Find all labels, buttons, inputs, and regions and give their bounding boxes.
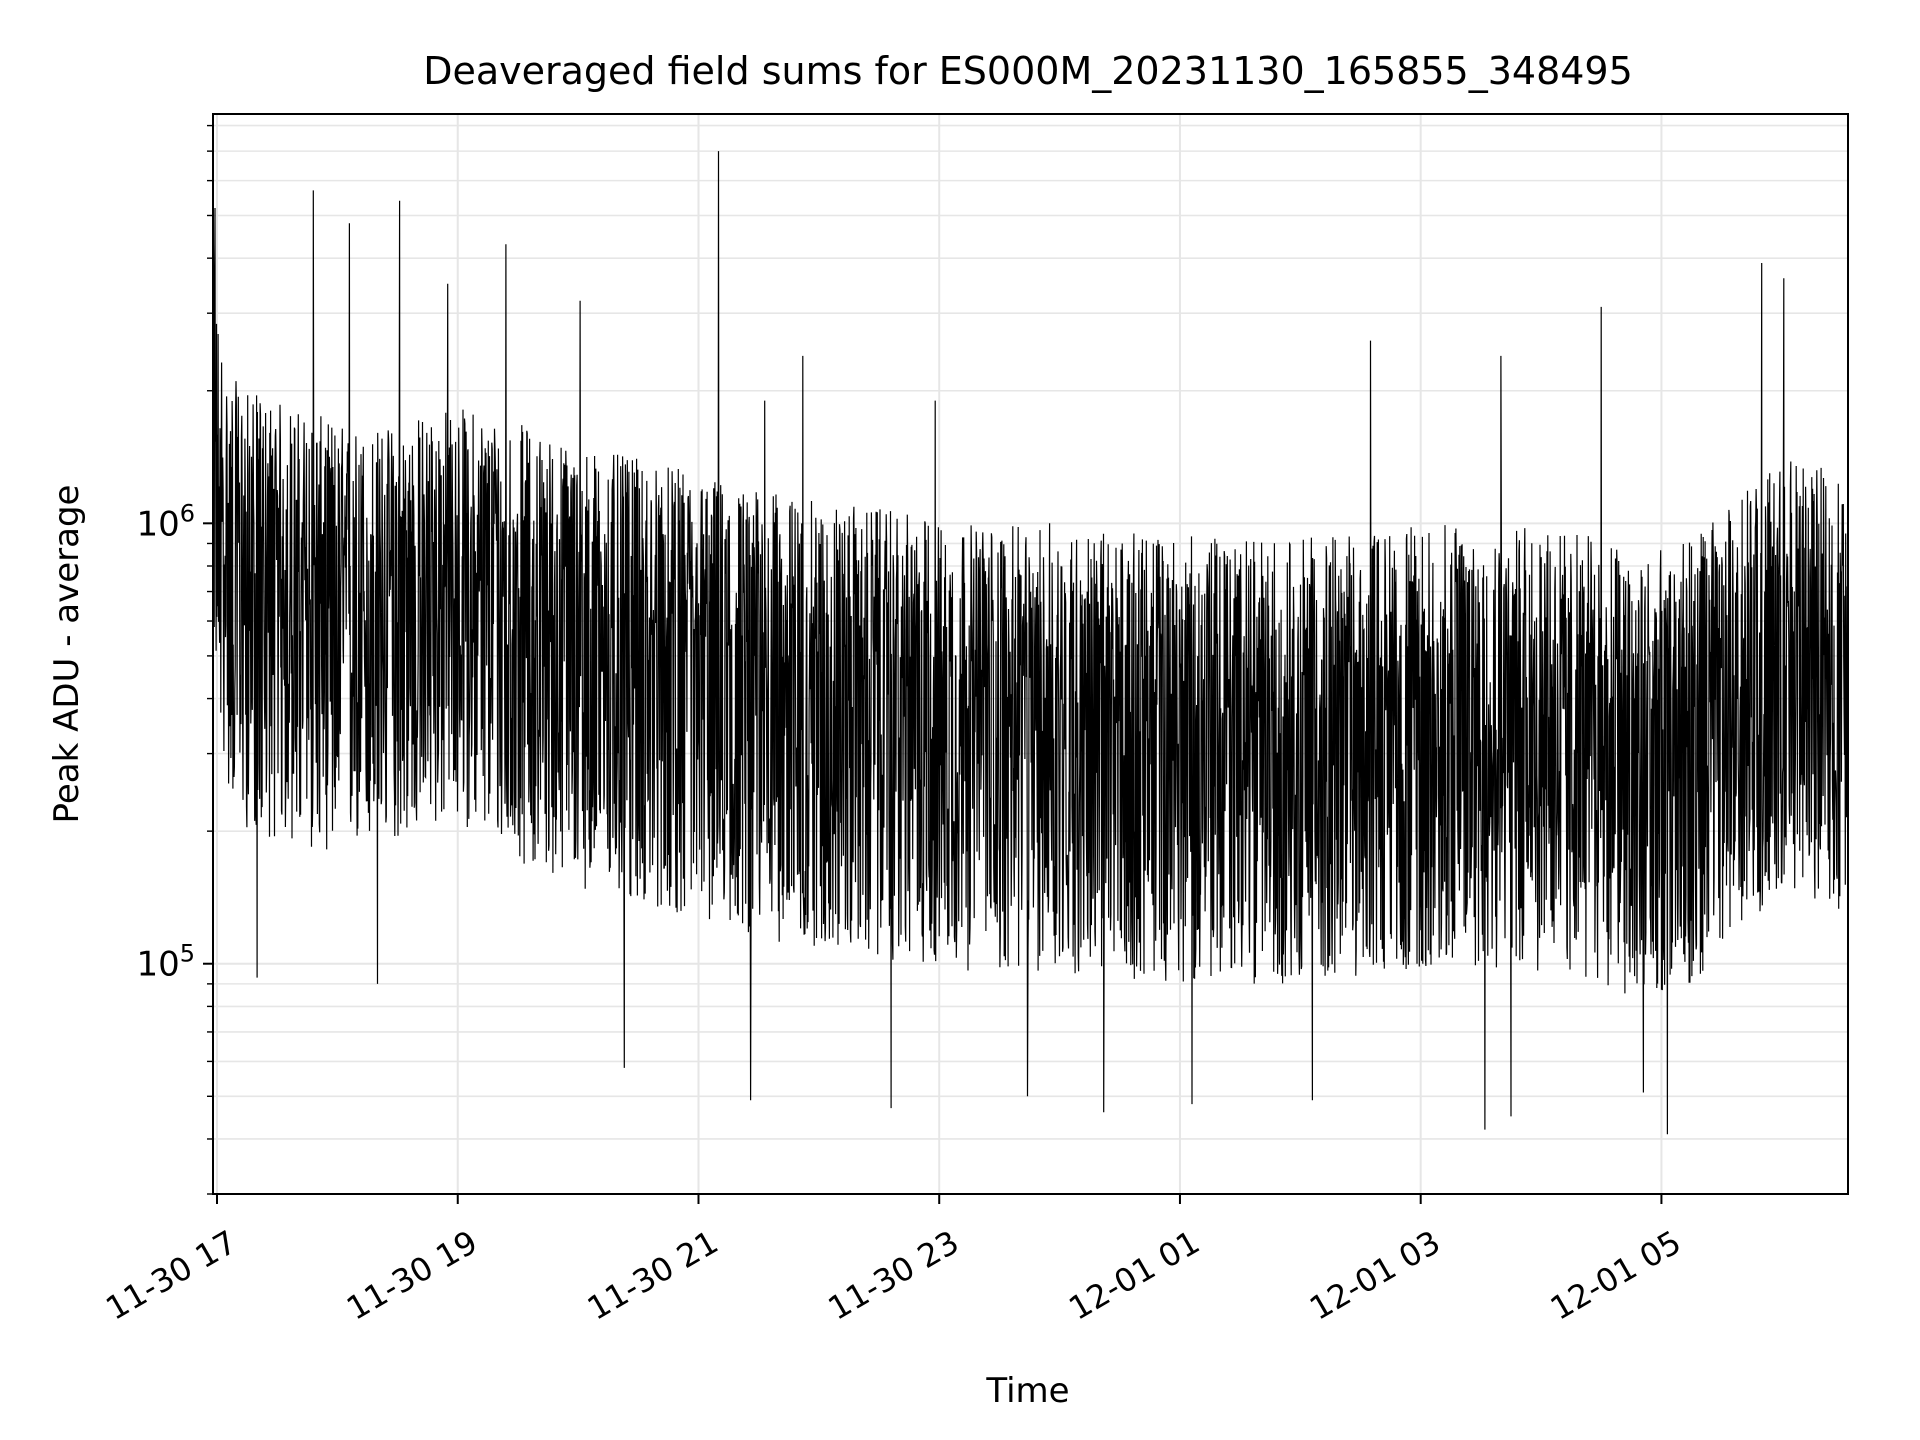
y-axis-label: Peak ADU - average [47,485,87,824]
y-tick-label: 105 [136,940,195,985]
x-tick-label: 12-01 01 [1062,1223,1206,1328]
x-tick-label: 11-30 23 [822,1223,966,1328]
plot-frame [212,113,1849,1195]
x-tick-label: 11-30 19 [340,1223,484,1328]
x-tick-label: 11-30 17 [99,1223,243,1328]
y-tick-label: 106 [136,499,195,544]
chart-title: Deaveraged field sums for ES000M_2023113… [423,49,1633,93]
x-tick-label: 12-01 03 [1303,1223,1447,1328]
series-line [213,151,1848,1135]
x-tick-label: 12-01 05 [1544,1223,1688,1328]
series-layer [213,151,1848,1135]
x-axis-label: Time [985,1371,1069,1411]
x-tick-label: 11-30 21 [581,1223,725,1328]
